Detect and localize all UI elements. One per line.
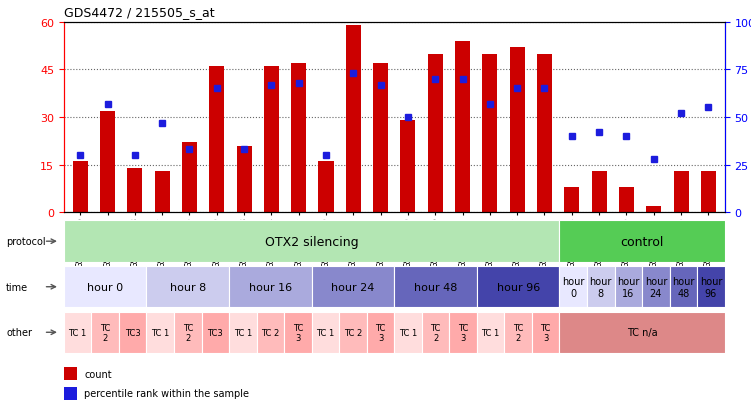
Bar <box>477 312 505 353</box>
Text: OTX2 silencing: OTX2 silencing <box>265 235 358 248</box>
Text: hour 24: hour 24 <box>331 282 375 292</box>
Text: TC 1: TC 1 <box>481 328 499 337</box>
Bar <box>64 221 559 262</box>
Text: GDS4472 / 215505_s_at: GDS4472 / 215505_s_at <box>64 6 215 19</box>
Text: TC
3: TC 3 <box>293 323 303 342</box>
Bar <box>229 312 257 353</box>
Text: hour 96: hour 96 <box>496 282 540 292</box>
Bar <box>182 143 197 213</box>
Text: TC 2: TC 2 <box>344 328 362 337</box>
Bar <box>201 312 229 353</box>
Text: TC 1: TC 1 <box>399 328 417 337</box>
Bar <box>537 55 552 213</box>
Text: control: control <box>620 235 664 248</box>
Bar <box>229 266 312 308</box>
Text: TC
2: TC 2 <box>513 323 523 342</box>
Bar <box>155 171 170 213</box>
Bar <box>257 312 284 353</box>
Text: hour
48: hour 48 <box>672 276 695 298</box>
Bar <box>146 266 229 308</box>
Bar <box>64 367 77 380</box>
Bar <box>449 312 477 353</box>
Bar <box>455 42 470 213</box>
Text: TC 1: TC 1 <box>234 328 252 337</box>
Text: TC
3: TC 3 <box>541 323 551 342</box>
Bar <box>64 387 77 400</box>
Bar <box>373 64 388 213</box>
Text: TC
3: TC 3 <box>458 323 469 342</box>
Text: hour
16: hour 16 <box>617 276 640 298</box>
Text: TC n/a: TC n/a <box>627 328 657 337</box>
Bar <box>100 112 115 213</box>
Bar <box>73 162 88 213</box>
Bar <box>174 312 201 353</box>
Text: protocol: protocol <box>6 237 46 247</box>
Bar <box>339 312 366 353</box>
Bar <box>400 121 415 213</box>
Bar <box>345 26 360 213</box>
Bar <box>291 64 306 213</box>
Bar <box>64 312 92 353</box>
Bar <box>284 312 312 353</box>
Bar <box>64 266 146 308</box>
Text: hour
8: hour 8 <box>590 276 612 298</box>
Text: TC 1: TC 1 <box>68 328 86 337</box>
Bar <box>646 206 661 213</box>
Text: other: other <box>6 328 32 337</box>
Bar <box>559 312 725 353</box>
Bar <box>92 312 119 353</box>
Bar <box>592 171 607 213</box>
Bar <box>510 48 525 213</box>
Bar <box>697 266 725 308</box>
Bar <box>146 312 174 353</box>
Text: hour 0: hour 0 <box>87 282 123 292</box>
Text: TC 2: TC 2 <box>261 328 279 337</box>
Text: hour
24: hour 24 <box>644 276 667 298</box>
Text: TC
2: TC 2 <box>100 323 110 342</box>
Text: hour 16: hour 16 <box>249 282 292 292</box>
Bar <box>477 266 559 308</box>
Text: hour 8: hour 8 <box>170 282 206 292</box>
Bar <box>210 67 225 213</box>
Bar <box>428 55 443 213</box>
Text: TC
2: TC 2 <box>182 323 193 342</box>
Text: TC 1: TC 1 <box>316 328 334 337</box>
Text: TC
3: TC 3 <box>376 323 386 342</box>
Bar <box>559 221 725 262</box>
Bar <box>670 266 697 308</box>
Bar <box>237 146 252 213</box>
Bar <box>422 312 449 353</box>
Bar <box>482 55 497 213</box>
Text: percentile rank within the sample: percentile rank within the sample <box>85 389 249 399</box>
Bar <box>119 312 146 353</box>
Bar <box>674 171 689 213</box>
Text: count: count <box>85 369 112 379</box>
Bar <box>619 188 634 213</box>
Bar <box>264 67 279 213</box>
Bar <box>642 266 670 308</box>
Bar <box>532 312 559 353</box>
Bar <box>701 171 716 213</box>
Text: hour 48: hour 48 <box>414 282 457 292</box>
Text: TC
2: TC 2 <box>430 323 441 342</box>
Text: hour
96: hour 96 <box>700 276 722 298</box>
Bar <box>394 312 422 353</box>
Bar <box>505 312 532 353</box>
Text: TC3: TC3 <box>125 328 140 337</box>
Bar <box>312 312 339 353</box>
Bar <box>128 169 143 213</box>
Bar <box>559 266 587 308</box>
Bar <box>366 312 394 353</box>
Bar <box>587 266 614 308</box>
Text: TC 1: TC 1 <box>151 328 169 337</box>
Bar <box>312 266 394 308</box>
Bar <box>614 266 642 308</box>
Text: hour
0: hour 0 <box>562 276 584 298</box>
Bar <box>564 188 579 213</box>
Bar <box>318 162 333 213</box>
Text: time: time <box>6 282 29 292</box>
Bar <box>394 266 477 308</box>
Text: TC3: TC3 <box>207 328 223 337</box>
